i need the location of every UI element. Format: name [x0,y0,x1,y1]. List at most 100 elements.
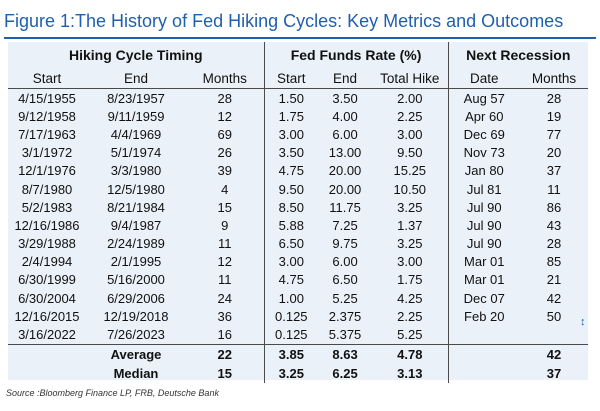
cell-rate-end: 6.00 [332,254,358,270]
cell-rate-end: 13.00 [328,145,362,161]
table-row: 12/1/1976 3/3/1980 39 4.75 20.00 15.25 Jan 80 3… [8,161,588,180]
cell-rate-start: 3.50 [263,143,319,162]
cell-end: 2/24/1989 [107,236,165,252]
cell-rec-date: Dec 69 [447,125,521,144]
cell-start: 4/15/1955 [18,90,76,106]
summary-rate-end: 8.63 [318,343,373,364]
cell-rec-months: 21 [546,272,562,288]
cell-end: 9/11/1959 [107,108,165,124]
cell-months: 11 [218,272,232,288]
table-row: 12/16/1986 9/4/1987 9 5.88 7.25 1.37 Jul 90 43 [8,216,588,235]
table-row: 7/17/1963 4/4/1969 69 3.00 6.00 3.00 Dec 69 77 [8,125,588,144]
cell-months: 4 [221,181,229,197]
table-row: 3/16/2022 7/26/2023 16 0.125 5.375 5.25 [8,325,588,345]
cell-start: 9/12/1958 [18,108,76,124]
cell-total-hike: 10.50 [393,181,427,197]
cell-start: 7/17/1963 [18,126,76,142]
cell-rec-date: Jul 90 [447,216,521,235]
cell-rec-months: 20 [546,145,562,161]
header-group-recession: Next Recession [447,42,589,68]
cell-rate-end: 5.375 [328,327,362,343]
cell-rate-end: 5.25 [332,290,358,306]
cell-rec-date: Jul 90 [447,198,521,217]
cell-start: 6/30/2004 [18,290,76,306]
cell-rec-date: Feb 20 [447,307,521,326]
header-recession-months: Months [520,68,589,89]
cell-rate-start: 1.00 [263,289,319,308]
cell-rate-start: 3.00 [263,125,319,144]
cell-months: 28 [217,90,232,106]
cell-rec-date: Jul 90 [447,234,521,253]
table-row: 4/15/1955 8/23/1957 28 1.50 3.50 2.00 Aug 57 28 [8,88,588,108]
cell-start: 12/16/1986 [14,217,80,233]
cell-rec-months [520,325,588,344]
cell-rec-months: 43 [546,217,562,233]
cell-end: 6/29/2006 [107,290,165,306]
summary-row: Median 15 3.25 6.25 3.13 37 [8,363,588,383]
cell-rate-start: 1.50 [263,88,319,108]
cell-rate-start: 8.50 [263,198,319,217]
cell-rate-start: 4.75 [263,161,319,180]
cell-total-hike: 1.75 [397,272,423,288]
table-row: 5/2/1983 8/21/1984 15 8.50 11.75 3.25 Jul 90 86 [8,198,588,217]
cell-end: 5/1/1974 [110,145,162,161]
cell-months: 12 [217,108,232,124]
cell-rec-date: Mar 01 [447,270,521,290]
cell-rate-start: 4.75 [263,270,319,290]
cell-rec-months: 28 [546,90,562,106]
cell-end: 9/4/1987 [110,217,162,233]
cell-rate-end: 3.50 [332,90,358,106]
cell-end: 8/23/1957 [107,90,165,106]
summary-empty-cell [8,364,86,383]
summary-rate-start: 3.85 [263,343,319,364]
summary-months: 15 [217,365,232,381]
cell-rec-date: Nov 73 [447,143,521,162]
summary-row: Average 22 3.85 8.63 4.78 42 [8,343,589,364]
cell-months: 39 [217,163,232,179]
cell-rec-months: 19 [546,108,562,124]
cell-months: 15 [217,199,232,215]
cell-total-hike: 2.00 [397,90,423,106]
summary-rec-months: 42 [520,343,589,364]
table-body: 4/15/1955 8/23/1957 28 1.50 3.50 2.00 Aug 57 28… [8,88,589,383]
resize-handle-icon: ↕ [580,316,586,328]
cell-rate-end: 6.00 [332,126,358,142]
cell-rec-months: 86 [546,199,562,215]
cell-start: 5/2/1983 [21,199,73,215]
cell-rate-end: 11.75 [329,199,361,215]
cell-rec-months: 77 [546,126,562,142]
cell-total-hike: 3.00 [397,126,423,142]
cell-months: 16 [217,327,232,343]
cell-rate-start: 0.125 [263,325,319,345]
cell-months: 36 [217,308,232,324]
cell-months: 69 [217,126,232,142]
table-row: 8/7/1980 12/5/1980 4 9.50 20.00 10.50 Jul 81 11 [8,179,588,199]
cell-rec-months: 28 [546,236,562,252]
cell-start: 12/16/2015 [14,308,80,324]
cell-rec-months: 42 [546,290,562,306]
summary-rec-months: 37 [546,365,562,381]
cell-end: 4/4/1969 [110,126,162,142]
cell-end: 3/3/1980 [110,163,162,179]
cell-end: 12/19/2018 [103,308,169,324]
header-months: Months [186,68,265,89]
cell-rate-end: 2.375 [328,308,362,324]
summary-empty-cell [447,363,521,383]
cell-rate-end: 7.25 [332,217,358,233]
header-total-hike: Total Hike [372,68,449,89]
cell-end: 8/21/1984 [107,199,165,215]
cell-start: 8/7/1980 [21,181,73,197]
table-row: 6/30/2004 6/29/2006 24 1.00 5.25 4.25 Dec 07 42 [8,289,588,308]
cell-months: 11 [218,236,232,252]
header-start: Start [8,68,86,89]
cell-total-hike: 3.25 [397,199,423,215]
cell-rate-start: 1.75 [263,107,319,126]
cell-rec-date: Jan 80 [447,161,521,180]
cell-total-hike: 1.37 [397,217,423,233]
cell-total-hike: 2.25 [397,108,423,124]
hiking-cycles-table-container: Hiking Cycle Timing Fed Funds Rate (%) N… [8,42,589,383]
cell-rec-months: 37 [546,163,562,179]
cell-rec-date: Aug 57 [447,88,521,108]
header-recession-date: Date [447,68,521,89]
cell-rec-date: Apr 60 [447,107,521,126]
